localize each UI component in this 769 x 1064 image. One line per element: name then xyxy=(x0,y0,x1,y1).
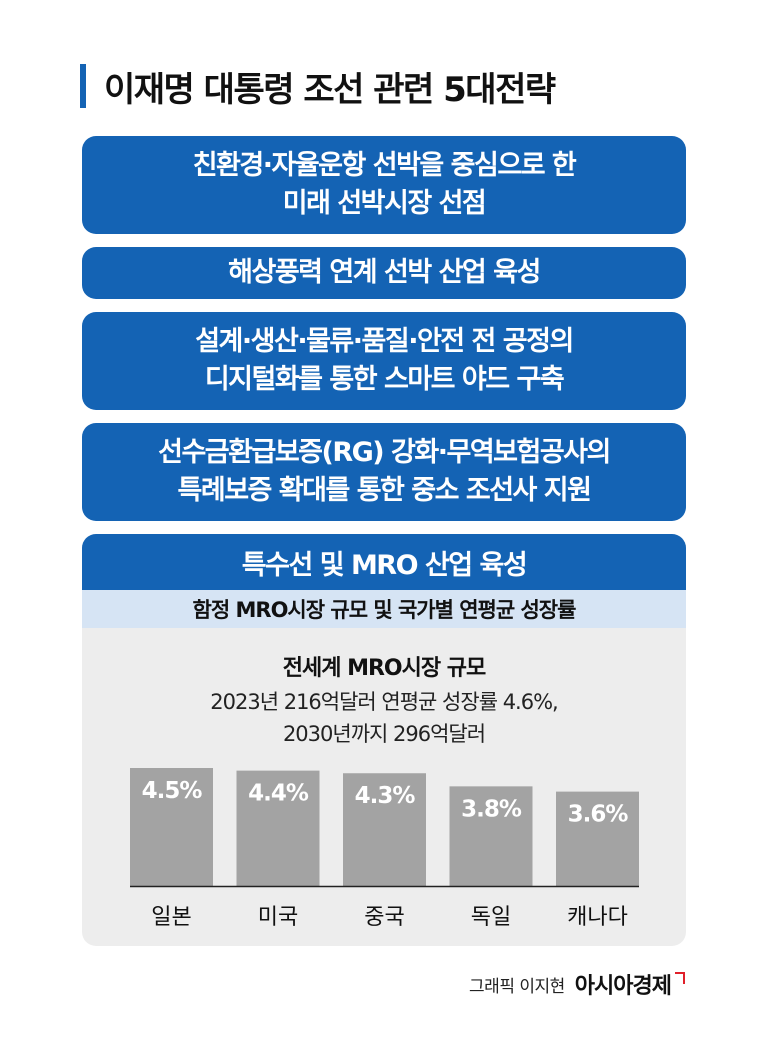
category-label-4: 독일 xyxy=(471,905,511,930)
bar-value-label-4: 3.8% xyxy=(461,796,522,822)
strategy-1-line-1: 친환경·자율운항 선박을 중심으로 한 xyxy=(192,150,577,181)
strategy-1-line-2: 미래 선박시장 선점 xyxy=(282,188,487,219)
growth-bar-chart: 4.5% 일본 4.4% 미국 4.3% 중국 3.8% 독일 3.6% 캐나다 xyxy=(130,768,639,930)
chart-note-line-1: 2023년 216억달러 연평균 성장률 4.6%, xyxy=(210,690,558,714)
strategy-box-1: 친환경·자율운항 선박을 중심으로 한 미래 선박시장 선점 xyxy=(82,136,686,234)
strategy-box-2: 해상풍력 연계 선박 산업 육성 xyxy=(82,247,686,299)
bar-value-label-2: 4.4% xyxy=(248,781,309,807)
strategy-4-line-1: 선수금환급보증(RG) 강화·무역보험공사의 xyxy=(158,437,611,468)
mro-panel-subheading: 함정 MRO시장 규모 및 국가별 연평균 성장률 xyxy=(82,590,686,628)
bar-value-label-3: 4.3% xyxy=(355,783,416,809)
chart-title: 전세계 MRO시장 규모 xyxy=(282,656,487,681)
strategy-4-line-2: 특례보증 확대를 통한 중소 조선사 지원 xyxy=(177,475,592,506)
bar-value-label-1: 4.5% xyxy=(142,778,203,804)
page-title: 이재명 대통령 조선 관련 5대전략 xyxy=(104,69,556,110)
strategy-2-line-1: 해상풍력 연계 선박 산업 육성 xyxy=(228,257,541,288)
category-label-1: 일본 xyxy=(151,905,191,930)
bar-value-label-5: 3.6% xyxy=(568,802,629,828)
mro-panel-heading: 특수선 및 MRO 산업 육성 xyxy=(82,534,686,590)
publisher-logo: 아시아경제 xyxy=(574,974,672,999)
strategy-3-line-2: 디지털화를 통한 스마트 야드 구축 xyxy=(204,364,565,395)
title-accent-bar xyxy=(80,64,86,108)
strategy-box-3: 설계·생산·물류·품질·안전 전 공정의 디지털화를 통한 스마트 야드 구축 xyxy=(82,312,686,410)
credit-text: 그래픽 이지현 xyxy=(469,976,565,997)
chart-note-line-2: 2030년까지 296억달러 xyxy=(282,722,486,746)
category-label-5: 캐나다 xyxy=(567,905,628,930)
bar-4 xyxy=(449,786,533,886)
bar-3 xyxy=(343,773,426,886)
title-block: 이재명 대통령 조선 관련 5대전략 xyxy=(80,62,556,110)
credit: 그래픽 이지현 아시아경제 xyxy=(469,968,685,1000)
strategy-box-4: 선수금환급보증(RG) 강화·무역보험공사의 특례보증 확대를 통한 중소 조선… xyxy=(82,423,686,521)
category-label-3: 중국 xyxy=(364,905,404,930)
bar-1 xyxy=(130,768,213,886)
category-label-2: 미국 xyxy=(258,905,298,930)
strategy-3-line-1: 설계·생산·물류·품질·안전 전 공정의 xyxy=(195,326,574,357)
mro-panel: 특수선 및 MRO 산업 육성 함정 MRO시장 규모 및 국가별 연평균 성장… xyxy=(82,534,686,946)
bar-2 xyxy=(236,770,320,886)
bar-5 xyxy=(556,791,639,886)
publisher-mark-icon xyxy=(675,972,685,984)
